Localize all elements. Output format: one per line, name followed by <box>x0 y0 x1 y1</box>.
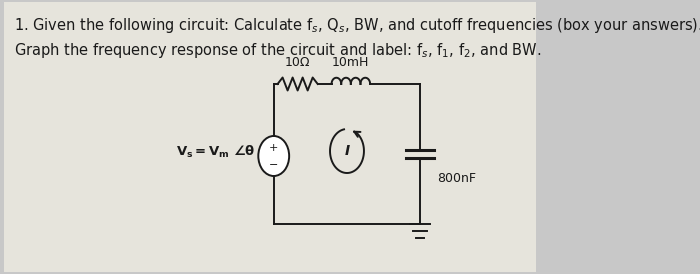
Text: 1. Given the following circuit: Calculate f$_s$, Q$_s$, BW, and cutoff frequenci: 1. Given the following circuit: Calculat… <box>14 16 700 35</box>
Text: 800nF: 800nF <box>438 173 476 185</box>
Text: 10Ω: 10Ω <box>285 56 310 69</box>
Text: +: + <box>269 143 279 153</box>
FancyBboxPatch shape <box>4 2 536 272</box>
Text: 10mH: 10mH <box>332 56 370 69</box>
Circle shape <box>258 136 289 176</box>
Text: −: − <box>269 160 279 170</box>
Text: $\mathbf{V_s = V_m}$ $\mathbf{\angle\theta}$: $\mathbf{V_s = V_m}$ $\mathbf{\angle\the… <box>176 144 256 160</box>
Text: I: I <box>344 144 349 158</box>
Text: Graph the frequency response of the circuit and label: f$_s$, f$_1$, f$_2$, and : Graph the frequency response of the circ… <box>14 41 541 60</box>
